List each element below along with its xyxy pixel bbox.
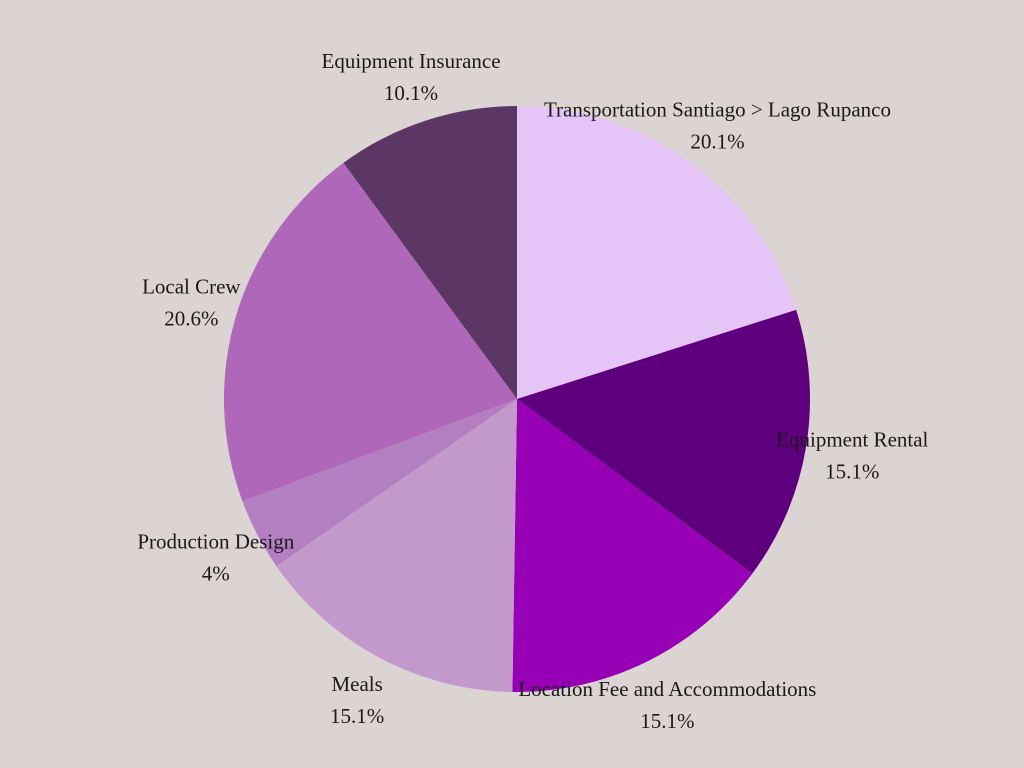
slice-percent-label: 20.6% (164, 307, 218, 331)
slice-label-meals: Meals 15.1% (330, 672, 384, 728)
slice-label-transportation-santiago-lago-rupanco: Transportation Santiago > Lago Rupanco 20… (544, 98, 891, 154)
slice-label-location-fee-and-accommodations: Location Fee and Accommodations 15.1% (518, 677, 816, 733)
slice-category-label: Local Crew (142, 275, 241, 299)
slice-category-label: Location Fee and Accommodations (518, 677, 816, 701)
slice-category-label: Equipment Rental (776, 428, 928, 452)
slice-label-equipment-rental: Equipment Rental 15.1% (776, 428, 928, 484)
pie-slice-equipment-rental (517, 309, 810, 574)
pie-slice-local-crew (224, 162, 517, 502)
pie-slice-location-fee-and-accommodations (512, 399, 753, 692)
slice-percent-label: 15.1% (825, 460, 879, 484)
slice-label-local-crew: Local Crew 20.6% (142, 275, 241, 331)
slice-label-production-design: Production Design 4% (137, 529, 294, 585)
pie-slice-meals (276, 399, 517, 692)
slice-category-label: Production Design (137, 529, 294, 553)
slice-label-equipment-insurance: Equipment Insurance 10.1% (322, 49, 501, 105)
pie-slices (224, 105, 810, 692)
pie-slice-transportation-santiago-lago-rupanco (517, 106, 797, 399)
slice-percent-label: 10.1% (384, 81, 438, 105)
pie-labels: Transportation Santiago > Lago Rupanco 20… (137, 49, 928, 733)
slice-percent-label: 15.1% (330, 704, 384, 728)
slice-percent-label: 20.1% (690, 130, 744, 154)
slice-percent-label: 4% (202, 561, 230, 585)
pie-slice-equipment-insurance (343, 105, 517, 399)
slice-category-label: Equipment Insurance (322, 49, 501, 73)
slice-percent-label: 15.1% (640, 709, 694, 733)
pie-slice-production-design (242, 399, 517, 567)
slice-category-label: Transportation Santiago > Lago Rupanco (544, 98, 891, 122)
slice-category-label: Meals (331, 672, 382, 696)
